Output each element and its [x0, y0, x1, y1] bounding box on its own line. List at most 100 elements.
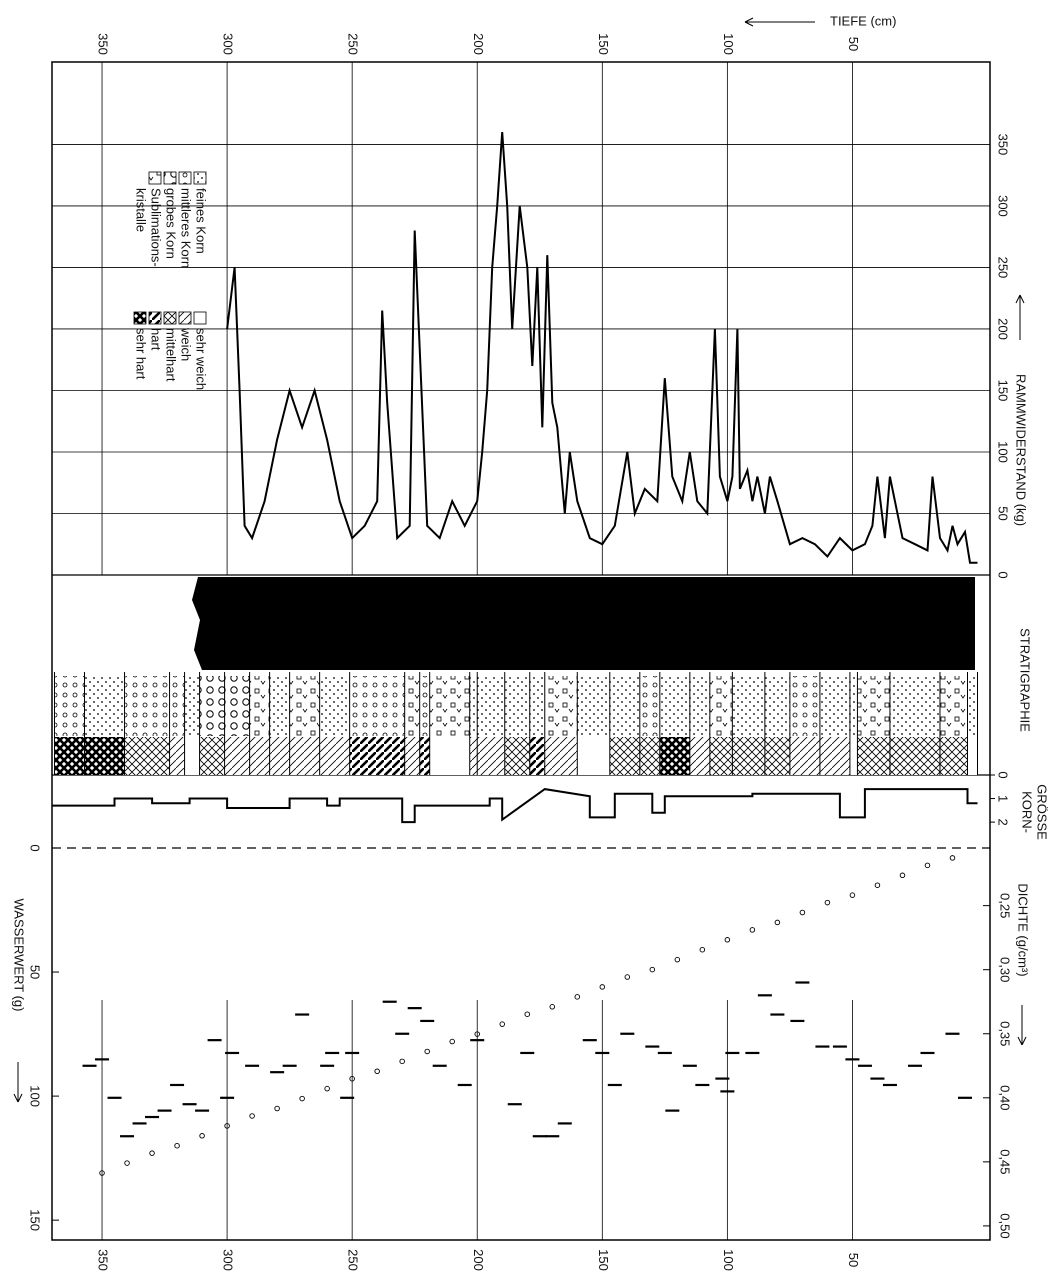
axis-title: KORN-: [1020, 791, 1035, 833]
water-point: [324, 1085, 330, 1092]
y2-tick-label: 0,45: [998, 1149, 1013, 1174]
hardness-layer: [639, 737, 660, 775]
hardness-layer: [224, 737, 250, 775]
y-tick-label: 300: [996, 195, 1011, 217]
hardness-layer: [529, 737, 545, 775]
water-point: [724, 937, 731, 943]
legend-swatch: [163, 311, 177, 325]
hardness-layer: [609, 737, 640, 775]
grain-layer: [477, 676, 505, 736]
water-point: [549, 1004, 556, 1010]
grain-layer: [429, 676, 470, 736]
y-tick-label: 0: [996, 771, 1011, 778]
grain-layer: [819, 676, 850, 736]
water-point: [299, 1095, 305, 1102]
grain-layer: [169, 676, 185, 736]
y-tick-label: 0: [28, 844, 43, 851]
hardness-layer: [939, 737, 968, 775]
water-point: [374, 1068, 380, 1075]
x-tick-label: 250: [346, 1249, 361, 1271]
water-point: [899, 872, 906, 879]
x-tick-label: 200: [471, 33, 486, 55]
grain-layer: [889, 676, 940, 736]
penetration-line: [226, 132, 978, 564]
hardness-layer: [577, 737, 610, 775]
axis-title: GRÖSSE: [1035, 784, 1048, 840]
arrow: [1015, 294, 1025, 340]
hardness-layer: [124, 737, 170, 775]
grain-layer: [544, 676, 578, 736]
water-point: [499, 1021, 505, 1027]
grain-layer: [709, 676, 733, 736]
hardness-layer: [889, 737, 940, 775]
grain-layer: [529, 676, 545, 736]
grain-layer: [857, 676, 890, 736]
grain-layer: [404, 676, 420, 736]
legend-label: kristalle: [134, 188, 149, 232]
hardness-layer: [544, 737, 578, 775]
grain-layer: [349, 676, 405, 736]
water-point: [274, 1105, 280, 1112]
x-tick-label: 100: [721, 1249, 736, 1271]
water-point: [224, 1123, 230, 1129]
ice-block: [192, 577, 975, 670]
grain-layer: [419, 676, 430, 736]
legend-swatch: [148, 311, 162, 325]
hardness-layer: [504, 737, 530, 775]
water-point: [649, 966, 656, 973]
water-point: [674, 956, 681, 963]
legend-swatch: [178, 311, 192, 325]
hardness-layer: [477, 737, 505, 775]
hardness-layer: [84, 737, 125, 775]
hardness-layer: [857, 737, 890, 775]
grain-layer: [609, 676, 640, 736]
hardness-layer: [659, 737, 690, 775]
plot-frame: [51, 61, 991, 1241]
water-point: [799, 909, 806, 916]
y2-axis-title: DICHTE (g/cm³): [1016, 883, 1031, 976]
grain-layer: [639, 676, 660, 736]
y2-tick-label: 0,35: [998, 1021, 1013, 1046]
y-tick-label: 150: [28, 1209, 43, 1231]
y-tick-label: 50: [996, 506, 1011, 520]
grain-layer: [224, 676, 250, 736]
x-tick-label: 150: [596, 33, 611, 55]
legend-swatch: [163, 171, 177, 185]
water-point: [449, 1038, 455, 1045]
hardness-layer: [732, 737, 765, 775]
grain-layer: [764, 676, 790, 736]
hardness-layer: [419, 737, 430, 775]
x-tick-label: 300: [221, 33, 236, 55]
water-point: [249, 1113, 255, 1119]
hardness-layer: [184, 737, 200, 775]
grain-layer: [732, 676, 765, 736]
grain-layer: [469, 676, 478, 736]
water-point: [99, 1170, 105, 1176]
y-axis-title: RAMMWIDERSTAND (kg): [1014, 374, 1029, 526]
arrow: [744, 17, 815, 27]
grain-layer: [249, 676, 270, 736]
x-tick-label: 300: [221, 1249, 236, 1271]
grain-size-line: [52, 788, 978, 824]
hardness-layer: [789, 737, 820, 775]
y2-tick-label: 0,40: [998, 1085, 1013, 1110]
water-point: [349, 1075, 355, 1082]
grain-layer: [504, 676, 530, 736]
y-tick-label: 350: [996, 134, 1011, 156]
water-point: [749, 927, 756, 933]
grain-layer: [849, 676, 858, 736]
legend-label: hart: [149, 328, 164, 351]
y-tick-label: 200: [996, 318, 1011, 340]
hardness-layer: [849, 737, 858, 775]
hardness-layer: [764, 737, 790, 775]
water-point: [824, 899, 831, 906]
hardness-layer: [289, 737, 320, 775]
water-point: [849, 892, 856, 898]
legend-label: sehr hart: [134, 328, 149, 380]
y-tick-label: 150: [996, 380, 1011, 402]
hardness-layer: [269, 737, 290, 775]
water-point: [149, 1150, 155, 1156]
y-tick-label: 0: [996, 571, 1011, 578]
hardness-layer: [319, 737, 350, 775]
water-point: [699, 946, 706, 953]
